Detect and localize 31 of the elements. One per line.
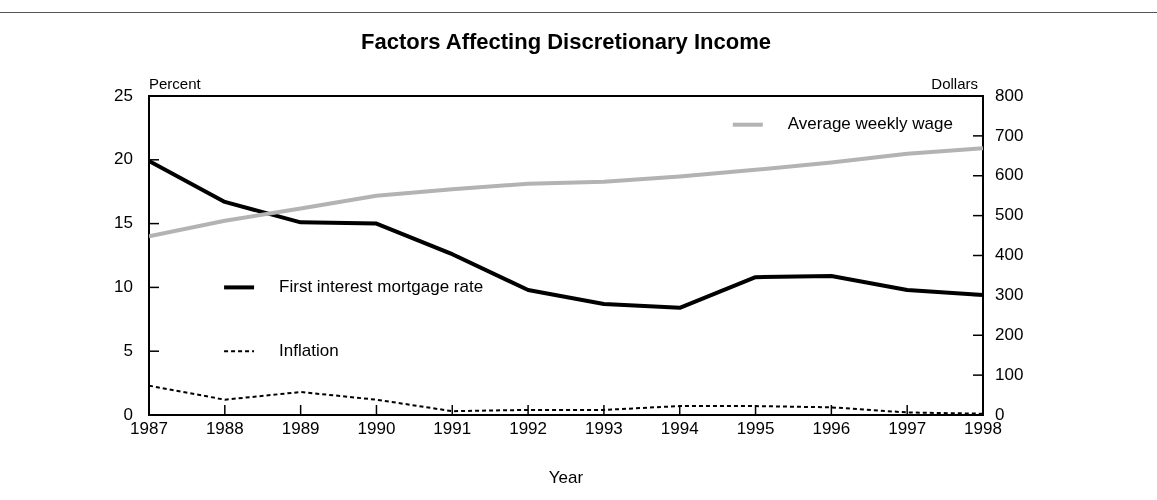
y-tick-label: 0	[123, 404, 133, 424]
x-tick-label: 1991	[433, 418, 472, 438]
x-tick-label: 1993	[585, 418, 623, 438]
y2-tick-label: 700	[995, 125, 1024, 145]
y-tick-label: 15	[114, 213, 133, 233]
legend-label: Average weekly wage	[787, 114, 953, 134]
y2-tick-label: 300	[995, 285, 1024, 305]
y2-axis-title: Dollars	[931, 74, 978, 92]
x-axis-title: Year	[548, 467, 584, 487]
x-tick-label: 1992	[509, 418, 547, 438]
y2-tick-label: 800	[995, 85, 1024, 105]
chart-title: Factors Affecting Discretionary Income	[361, 29, 771, 55]
y2-tick-label: 400	[995, 245, 1024, 265]
x-tick-label: 1990	[357, 418, 396, 438]
x-tick-label: 1997	[888, 418, 927, 438]
y-tick-label: 10	[114, 277, 133, 297]
x-tick-label: 1994	[660, 418, 699, 438]
y2-tick-label: 200	[995, 324, 1024, 344]
y2-tick-label: 600	[995, 165, 1024, 185]
x-tick-label: 1996	[812, 418, 851, 438]
y2-tick-label: 500	[995, 205, 1024, 225]
x-tick-label: 1988	[205, 418, 244, 438]
y-tick-label: 20	[114, 149, 133, 169]
legend-label: First interest mortgage rate	[279, 277, 484, 297]
y-tick-label: 25	[114, 85, 133, 105]
y-axis-title: Percent	[149, 74, 202, 92]
legend-label: Inflation	[279, 340, 339, 360]
y-tick-label: 5	[123, 340, 133, 360]
y2-tick-label: 100	[995, 364, 1024, 384]
x-tick-label: 1995	[736, 418, 775, 438]
x-tick-label: 1989	[281, 418, 320, 438]
